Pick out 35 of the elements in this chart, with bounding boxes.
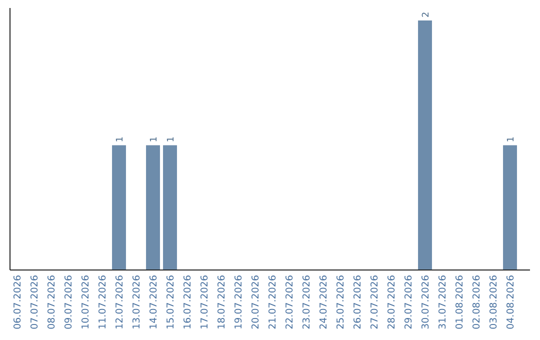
x-tick-label: 30.07.2026 bbox=[420, 275, 432, 330]
x-tick-label: 20.07.2026 bbox=[250, 275, 262, 330]
x-tick-label: 04.08.2026 bbox=[506, 275, 516, 330]
data-label: 1 bbox=[116, 136, 126, 142]
x-tick-label: 07.07.2026 bbox=[30, 275, 40, 330]
x-tick-label: 08.07.2026 bbox=[46, 275, 58, 330]
x-tick-label: 16.07.2026 bbox=[182, 275, 194, 330]
x-tick-label: 01.08.2026 bbox=[454, 275, 466, 330]
x-tick-label: 19.07.2026 bbox=[234, 275, 244, 330]
x-tick-label: 12.07.2026 bbox=[114, 275, 126, 330]
x-tick-label: 26.07.2026 bbox=[352, 275, 364, 330]
x-tick-label: 22.07.2026 bbox=[284, 275, 296, 330]
x-tick-label: 15.07.2026 bbox=[166, 275, 176, 330]
x-tick-label: 25.07.2026 bbox=[336, 275, 346, 330]
x-tick-label: 09.07.2026 bbox=[64, 275, 74, 330]
x-tick-label: 13.07.2026 bbox=[132, 275, 142, 330]
x-tick-label: 03.08.2026 bbox=[488, 275, 500, 330]
data-label: 2 bbox=[422, 12, 432, 18]
data-label: 1 bbox=[506, 136, 516, 142]
x-tick-label: 31.07.2026 bbox=[438, 275, 448, 330]
x-tick-label: 02.08.2026 bbox=[472, 275, 482, 330]
x-tick-label: 10.07.2026 bbox=[80, 275, 92, 330]
x-tick-label: 18.07.2026 bbox=[216, 275, 228, 330]
x-tick-label: 23.07.2026 bbox=[302, 275, 312, 330]
data-label: 1 bbox=[150, 136, 160, 142]
x-tick-label: 28.07.2026 bbox=[386, 275, 398, 330]
x-tick-label: 17.07.2026 bbox=[200, 275, 210, 330]
x-tick-label: 11.07.2026 bbox=[98, 275, 108, 330]
x-tick-label: 24.07.2026 bbox=[318, 275, 330, 330]
x-tick-label: 14.07.2026 bbox=[148, 275, 160, 330]
data-label: 1 bbox=[166, 136, 176, 142]
x-tick-label: 29.07.2026 bbox=[404, 275, 414, 330]
x-tick-label: 27.07.2026 bbox=[370, 275, 380, 330]
x-tick-label: 21.07.2026 bbox=[268, 275, 278, 330]
x-tick-label: 06.07.2026 bbox=[12, 275, 24, 330]
